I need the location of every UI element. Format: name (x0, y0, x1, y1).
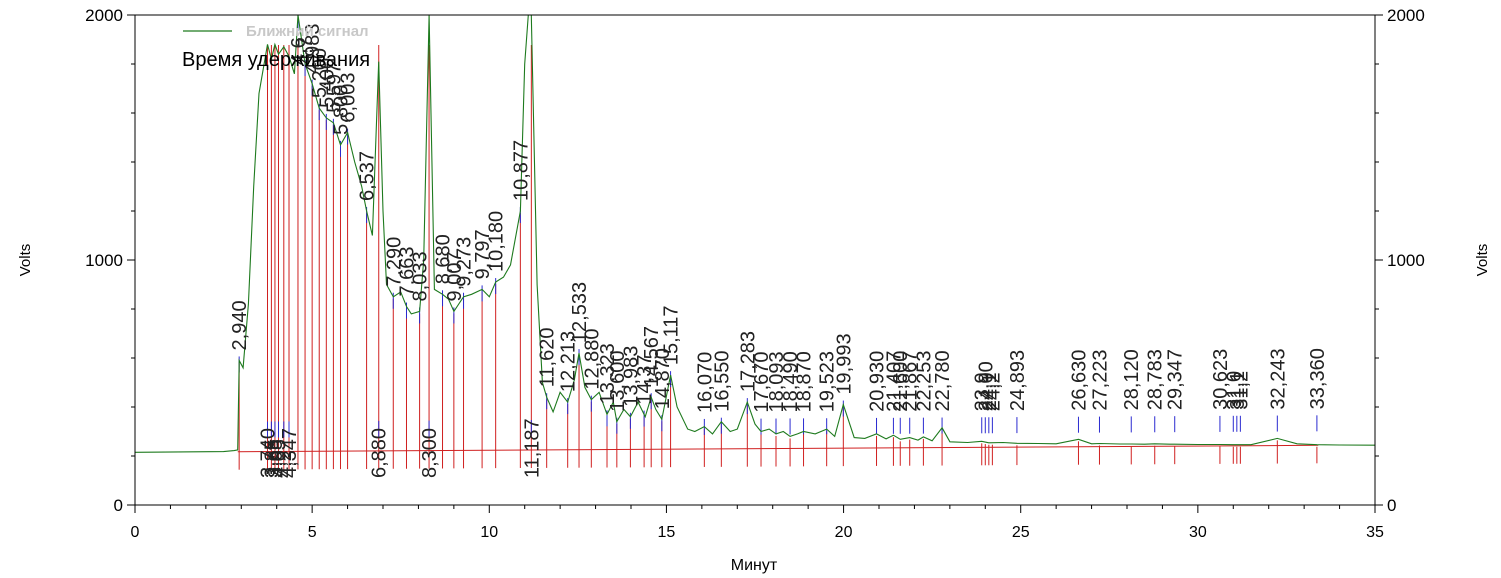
peak-label: 22,253 (913, 350, 935, 411)
peak-label: 18,093 (766, 351, 788, 412)
peak-label: 4,983 (302, 24, 324, 74)
x-tick-label: 5 (308, 524, 317, 541)
peak-label: 23,9 (972, 372, 994, 411)
legend: Ближний сигнал Время удерживания (182, 23, 370, 71)
peak-label: 9,007 (444, 251, 466, 301)
peak-label: 18,870 (794, 351, 816, 412)
peak-label: 5,400 (316, 58, 338, 108)
peak-label: 24,1 (979, 372, 1001, 411)
y-axis-label-left: Volts (17, 244, 34, 277)
x-tick-label: 10 (480, 524, 498, 541)
peak-label: 7,663 (396, 246, 418, 296)
peak-label: 12,533 (569, 282, 591, 343)
peak-label: 28,783 (1145, 349, 1167, 410)
peak-label: 11,187 (521, 418, 543, 478)
peak-label: 6,880 (369, 428, 391, 478)
peak-label: 3,85 (261, 439, 283, 478)
peak-label: 12,213 (558, 331, 580, 392)
peak-label: 8,300 (419, 428, 441, 478)
x-tick-label: 35 (1366, 524, 1384, 541)
peak-label: 10,877 (510, 140, 532, 201)
legend-subtitle: Время удерживания (182, 49, 370, 71)
peak-label: 19,993 (833, 333, 855, 394)
x-tick-label: 0 (131, 524, 140, 541)
peak-label: 21,867 (900, 351, 922, 412)
peak-label: 27,223 (1089, 349, 1111, 410)
peak-label: 31,0 (1223, 371, 1245, 410)
peak-label: 6,537 (357, 151, 379, 201)
peak-label: 24,893 (1007, 350, 1029, 411)
peak-label: 18,490 (780, 351, 802, 412)
peak-label: 14,567 (641, 326, 663, 387)
signal-series-line (134, 14, 1376, 453)
peak-label: 3,740 (258, 428, 280, 478)
y-tick-label-right: 2000 (1387, 6, 1425, 25)
x-tick-label: 20 (835, 524, 853, 541)
peak-label: 22,780 (932, 350, 954, 411)
peak-label: 17,283 (737, 331, 759, 392)
peak-label: 5,800 (330, 85, 352, 135)
peak-label: 16,070 (694, 352, 716, 413)
peak-label: 31,1 (1227, 371, 1249, 410)
peak-label: 4,7 (295, 37, 317, 65)
peak-label: 12,880 (581, 328, 603, 389)
y-tick-label-right: 0 (1387, 496, 1396, 515)
peak-label: 13,323 (597, 343, 619, 404)
peak-label: 33,360 (1307, 348, 1329, 409)
peak-label: 20,930 (867, 351, 889, 412)
peak-label: 17,670 (751, 351, 773, 412)
peak-label: 26,630 (1068, 350, 1090, 411)
peak-label: 9,797 (472, 229, 494, 279)
peak-label: 14,37 (634, 355, 656, 405)
peak-label: 4,2 (274, 450, 296, 478)
peak-label: 3,95 (265, 439, 287, 478)
y-tick-label-right: 1000 (1387, 251, 1425, 270)
peak-label: 30,623 (1210, 349, 1232, 410)
peak-label: 11,620 (537, 328, 559, 388)
peak-label: 5,597 (323, 63, 345, 113)
peak-label: 10,180 (486, 211, 508, 272)
peak-label: 5,200 (309, 48, 331, 98)
peak-label: 6,003 (338, 73, 360, 123)
peak-label: 28,120 (1121, 349, 1143, 410)
x-tick-label: 25 (1012, 524, 1030, 541)
peak-label: 9,273 (454, 237, 476, 287)
peak-label: 7,290 (383, 237, 405, 287)
peak-label: 13,600 (607, 351, 629, 412)
peak-label: 24,00 (975, 361, 997, 411)
peak-label: 19,523 (817, 351, 839, 412)
y-tick-label-left: 1000 (85, 251, 123, 270)
peak-label: 21,407 (883, 351, 905, 412)
peak-label: 8,033 (410, 251, 432, 301)
x-axis-label: Минут (731, 557, 778, 574)
peak-label: 15,117 (661, 305, 683, 365)
y-tick-label-left: 0 (114, 496, 123, 515)
peak-label: 24,2 (982, 372, 1004, 411)
peak-label: 31,2 (1230, 371, 1252, 410)
x-tick-label: 30 (1189, 524, 1207, 541)
peak-label: 16,550 (711, 351, 733, 412)
legend-series-label: Ближний сигнал (246, 23, 369, 40)
peak-label: 29,347 (1165, 349, 1187, 410)
peak-label: 14,870 (652, 348, 674, 409)
peak-label: 21,600 (890, 351, 912, 412)
baseline-segment (237, 444, 1319, 453)
x-tick-label: 15 (658, 524, 676, 541)
peak-label: 4,347 (279, 428, 301, 478)
peak-label: 32,243 (1267, 348, 1289, 409)
peak-label: 4,6 (288, 37, 310, 65)
peak-label: 4,05 (268, 439, 290, 478)
peak-label: 13,983 (620, 346, 642, 407)
y-tick-label-left: 2000 (85, 6, 123, 25)
y-axis-label-right: Volts (1474, 244, 1491, 277)
peak-label: 8,680 (433, 234, 455, 284)
peak-label: 2,940 (229, 300, 251, 350)
